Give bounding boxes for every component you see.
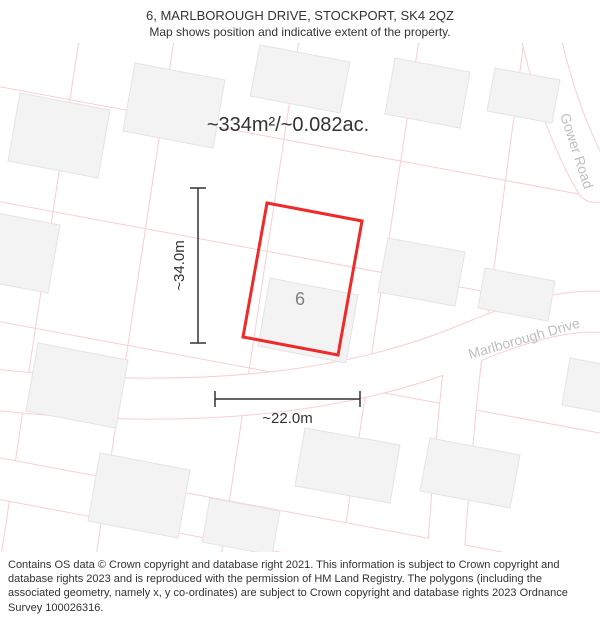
plot-number: 6 <box>295 289 305 309</box>
map-svg: 6~334m²/~0.082ac.~34.0m~22.0mMarlborough… <box>0 43 600 553</box>
copyright-footer: Contains OS data © Crown copyright and d… <box>0 552 600 625</box>
header: 6, MARLBOROUGH DRIVE, STOCKPORT, SK4 2QZ… <box>0 0 600 43</box>
height-label: ~34.0m <box>171 240 188 290</box>
area-label: ~334m²/~0.082ac. <box>207 114 369 136</box>
page-title: 6, MARLBOROUGH DRIVE, STOCKPORT, SK4 2QZ <box>10 8 590 23</box>
width-label: ~22.0m <box>262 410 312 427</box>
page-subtitle: Map shows position and indicative extent… <box>10 25 590 39</box>
map-region: 6~334m²/~0.082ac.~34.0m~22.0mMarlborough… <box>0 43 600 553</box>
